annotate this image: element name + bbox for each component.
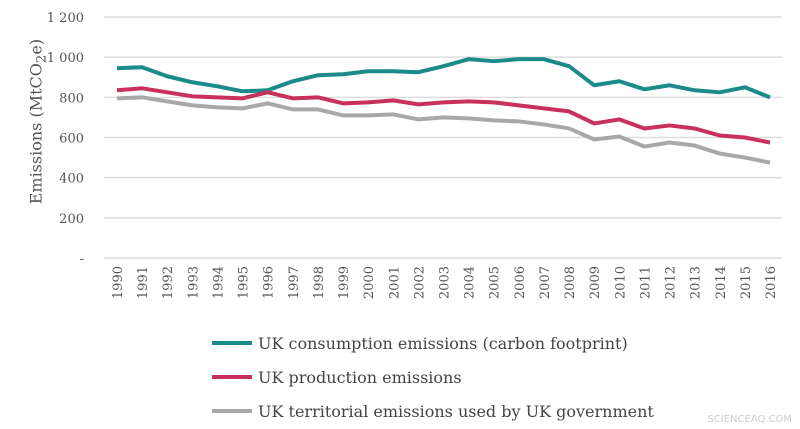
x-tick-label: 2012 <box>664 266 679 299</box>
x-tick-label: 1993 <box>186 266 201 299</box>
x-tick-label: 2011 <box>638 266 653 299</box>
x-tick-label: 2001 <box>387 266 402 299</box>
x-tick-label: 2002 <box>412 266 427 299</box>
watermark: SCIENCEAQ.COM <box>707 414 792 425</box>
x-tick-label: 1992 <box>161 266 176 299</box>
y-tick-label: - <box>80 252 84 267</box>
x-tick-label: 2008 <box>563 266 578 299</box>
x-tick-label: 2009 <box>588 266 603 299</box>
x-tick-label: 2003 <box>438 266 453 299</box>
series-line-1 <box>116 86 771 145</box>
y-tick-label: 600 <box>59 132 84 147</box>
y-tick-label: 200 <box>59 212 84 227</box>
y-axis-label: Emissions (MtCO2e) <box>26 38 50 205</box>
x-tick-label: 1991 <box>136 266 151 299</box>
series-line-2 <box>116 95 771 165</box>
x-tick-label: 2000 <box>362 266 377 299</box>
x-tick-label: 2014 <box>714 266 729 299</box>
x-tick-label: 2007 <box>538 266 553 299</box>
series-line-0 <box>116 57 771 100</box>
x-tick-label: 1998 <box>312 266 327 299</box>
x-tick-label: 2016 <box>764 266 779 299</box>
x-tick-label: 2005 <box>488 266 503 299</box>
y-tick-label: 1 200 <box>47 11 84 26</box>
legend-item-territorial: UK territorial emissions used by UK gove… <box>212 394 654 428</box>
legend-swatch <box>212 409 252 413</box>
x-tick-label: 1995 <box>237 266 252 299</box>
x-tick-label: 1990 <box>111 266 126 299</box>
x-tick-label: 1996 <box>262 266 277 299</box>
x-tick-label: 2004 <box>463 266 478 299</box>
y-tick-label: 400 <box>59 172 84 187</box>
legend-swatch <box>212 375 252 379</box>
y-tick-label: 1 000 <box>47 51 84 66</box>
x-tick-label: 1994 <box>211 266 226 299</box>
x-tick-label: 2013 <box>689 266 704 299</box>
x-tick-label: 2006 <box>513 266 528 299</box>
x-tick-label: 2015 <box>739 266 754 299</box>
y-tick-label: 800 <box>59 91 84 106</box>
legend: UK consumption emissions (carbon footpri… <box>212 326 654 428</box>
legend-item-consumption: UK consumption emissions (carbon footpri… <box>212 326 654 360</box>
legend-swatch <box>212 341 252 345</box>
x-tick-label: 2010 <box>613 266 628 299</box>
x-tick-label: 1999 <box>337 266 352 299</box>
x-tick-label: 1997 <box>287 266 302 299</box>
legend-item-production: UK production emissions <box>212 360 654 394</box>
